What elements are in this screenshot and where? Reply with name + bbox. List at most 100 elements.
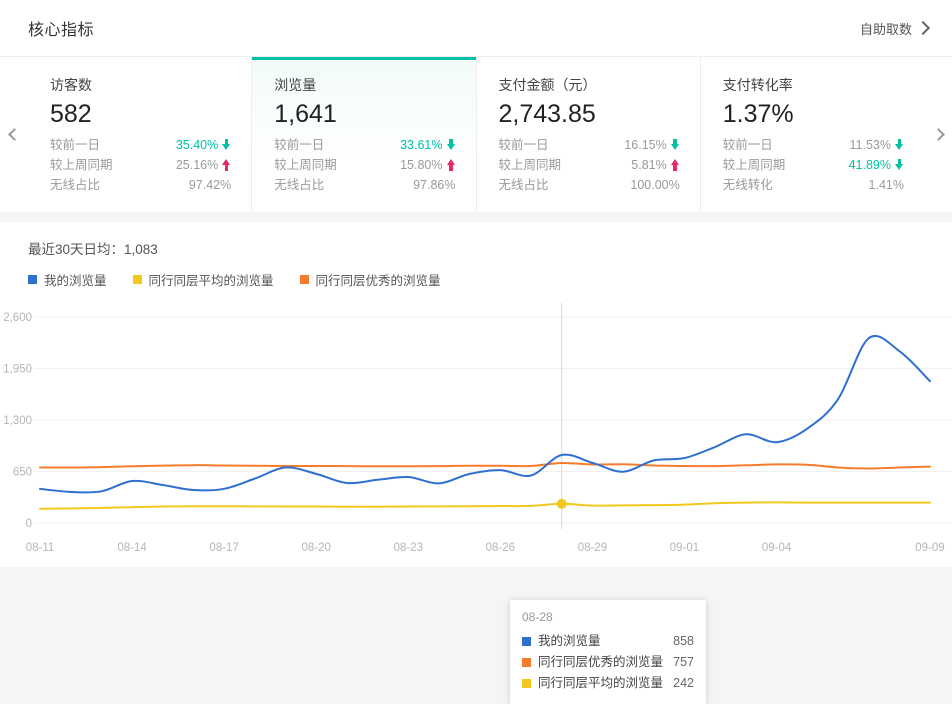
metric-cards: 访客数 582 较前一日 35.40% 较上周同期 25.16% 无线占比 97.42% 浏览量… xyxy=(28,57,924,212)
x-axis-tick-label: 09-09 xyxy=(915,542,944,554)
chevron-right-icon xyxy=(931,128,945,141)
metric-card[interactable]: 访客数 582 较前一日 35.40% 较上周同期 25.16% 无线占比 97.42% xyxy=(28,57,253,212)
metric-row-value: 33.61% xyxy=(400,135,455,155)
x-axis-tick-label: 08-11 xyxy=(26,542,55,554)
metric-row-percent: 41.89% xyxy=(848,158,891,172)
metric-row-percent: 1.41% xyxy=(868,178,904,192)
metric-card-row: 较前一日 33.61% xyxy=(274,135,455,155)
metric-row-percent: 97.86% xyxy=(413,178,456,192)
trend-chart-panel: 最近30天日均：1,083 我的浏览量 同行同层平均的浏览量 同行同层优秀的浏览量 … xyxy=(0,222,952,704)
metric-row-percent: 33.61% xyxy=(400,138,443,152)
metric-card-row: 较上周同期 15.80% xyxy=(274,155,455,175)
tooltip-series-name: 同行同层优秀的浏览量 xyxy=(538,655,664,669)
metric-card-row: 较前一日 16.15% xyxy=(499,135,680,155)
metric-row-value: 97.86% xyxy=(413,175,455,195)
metric-card-name: 支付金额（元） xyxy=(498,77,597,93)
line-chart[interactable]: 0 650 1,300 1,950 2,600 08-11 08-14 08-17 08-20 0… xyxy=(0,295,952,563)
x-axis-tick-label: 09-04 xyxy=(762,542,792,554)
tooltip-swatch-icon xyxy=(522,658,531,667)
metric-card-row: 无线占比 97.42% xyxy=(50,175,231,195)
core-metrics-panel: 核心指标 自助取数 访客数 582 较前一日 35.40% 较上周同期 25.16% 无线占… xyxy=(0,0,952,212)
metric-row-percent: 35.40% xyxy=(175,138,219,152)
arrow-down-icon xyxy=(446,139,456,151)
tooltip-series-value: 858 xyxy=(673,634,694,648)
tooltip-swatch-icon xyxy=(522,637,531,646)
metric-row-percent: 15.80% xyxy=(400,158,443,172)
metric-card[interactable]: 支付转化率 1.37% 较前一日 11.53% 较上周同期 41.89% 无线转化 1.41% xyxy=(700,57,924,212)
metric-row-percent: 16.15% xyxy=(624,138,667,152)
metric-row-label: 较前一日 xyxy=(498,138,549,152)
metric-row-value: 25.16% xyxy=(176,155,231,175)
tooltip-swatch-icon xyxy=(522,679,531,688)
chevron-left-icon xyxy=(7,128,21,141)
legend-item[interactable]: 我的浏览量 xyxy=(28,270,107,289)
metric-row-label: 较上周同期 xyxy=(722,158,786,172)
metric-card-name: 支付转化率 xyxy=(722,77,793,93)
tooltip-series-name: 同行同层平均的浏览量 xyxy=(538,676,664,690)
legend-label: 我的浏览量 xyxy=(44,274,107,288)
tooltip-row: 同行同层优秀的浏览量 757 xyxy=(522,652,694,673)
metric-row-value: 11.53% xyxy=(850,135,904,155)
metric-card-row: 较上周同期 25.16% xyxy=(50,155,231,175)
metric-card-row: 无线转化 1.41% xyxy=(723,175,904,195)
chart-plot-area[interactable]: 0 650 1,300 1,950 2,600 08-11 08-14 08-17 08-20 0… xyxy=(0,295,952,563)
metric-card-row: 较前一日 35.40% xyxy=(50,135,231,155)
metric-row-value: 5.81% xyxy=(631,155,679,175)
metric-row-percent: 100.00% xyxy=(630,178,680,192)
metric-row-value: 100.00% xyxy=(630,175,679,195)
tooltip-series-name: 我的浏览量 xyxy=(538,634,601,648)
metric-cards-carousel: 访客数 582 较前一日 35.40% 较上周同期 25.16% 无线占比 97.42% 浏览量… xyxy=(0,56,952,212)
metric-card[interactable]: 支付金额（元） 2,743.85 较前一日 16.15% 较上周同期 5.81% 无线占比 1… xyxy=(476,57,701,212)
self-serve-link[interactable]: 自助取数 xyxy=(860,19,931,38)
chart-tooltip: 08-28 我的浏览量 858 同行同层优秀的浏览量 757 同行同层平均的浏览量 242 xyxy=(510,600,706,704)
metric-row-label: 无线占比 xyxy=(274,178,325,192)
y-axis-tick-label: 650 xyxy=(13,467,32,479)
metric-card[interactable]: 浏览量 1,641 较前一日 33.61% 较上周同期 15.80% 无线占比 97.86% xyxy=(252,57,477,212)
arrow-down-icon xyxy=(895,159,904,171)
x-axis-tick-label: 08-20 xyxy=(301,542,330,554)
legend-swatch-icon xyxy=(28,275,37,284)
arrow-down-icon xyxy=(222,139,231,151)
metric-card-row: 无线占比 100.00% xyxy=(499,175,680,195)
metric-row-value: 16.15% xyxy=(624,135,679,155)
tooltip-row: 我的浏览量 858 xyxy=(522,631,694,652)
series-line xyxy=(39,501,931,510)
legend-item[interactable]: 同行同层平均的浏览量 xyxy=(132,270,274,289)
tooltip-rows: 我的浏览量 858 同行同层优秀的浏览量 757 同行同层平均的浏览量 242 xyxy=(522,631,694,694)
metric-row-label: 较前一日 xyxy=(274,138,325,152)
metric-row-label: 无线占比 xyxy=(50,178,101,192)
metric-card-value: 2,743.85 xyxy=(498,100,596,128)
chart-subtitle: 最近30天日均：1,083 xyxy=(28,242,158,257)
metric-row-percent: 25.16% xyxy=(175,158,219,172)
metric-row-label: 较上周同期 xyxy=(498,158,562,172)
legend-item[interactable]: 同行同层优秀的浏览量 xyxy=(299,270,441,289)
chevron-right-icon xyxy=(915,20,931,36)
series-line xyxy=(39,461,931,470)
y-axis-tick-label: 0 xyxy=(26,518,32,530)
arrow-down-icon xyxy=(670,139,680,151)
legend-swatch-icon xyxy=(132,275,142,284)
metric-card-row: 无线占比 97.86% xyxy=(274,175,455,195)
metric-row-value: 41.89% xyxy=(849,155,904,175)
carousel-next-button[interactable] xyxy=(924,57,952,212)
x-axis-tick-label: 09-01 xyxy=(670,542,699,554)
metric-row-percent: 97.42% xyxy=(188,178,232,192)
metric-row-percent: 11.53% xyxy=(849,138,891,152)
metric-row-label: 较上周同期 xyxy=(50,158,113,172)
carousel-prev-button[interactable] xyxy=(0,57,28,212)
metric-row-label: 较前一日 xyxy=(50,138,101,152)
metric-row-value: 15.80% xyxy=(400,155,455,175)
x-axis-tick-label: 08-14 xyxy=(117,542,147,554)
metric-card-name: 访客数 xyxy=(50,77,92,93)
metric-card-row: 较上周同期 41.89% xyxy=(723,155,904,175)
y-axis-tick-label: 2,600 xyxy=(3,312,32,324)
metric-row-value: 35.40% xyxy=(176,135,231,155)
legend-label: 同行同层平均的浏览量 xyxy=(148,274,274,288)
metric-card-row: 较前一日 11.53% xyxy=(723,135,904,155)
metric-card-value: 1,641 xyxy=(274,100,337,128)
metric-row-label: 无线占比 xyxy=(498,178,549,192)
metric-row-label: 较上周同期 xyxy=(274,158,337,172)
tooltip-date: 08-28 xyxy=(522,610,553,624)
panel-header: 核心指标 自助取数 xyxy=(0,0,952,56)
